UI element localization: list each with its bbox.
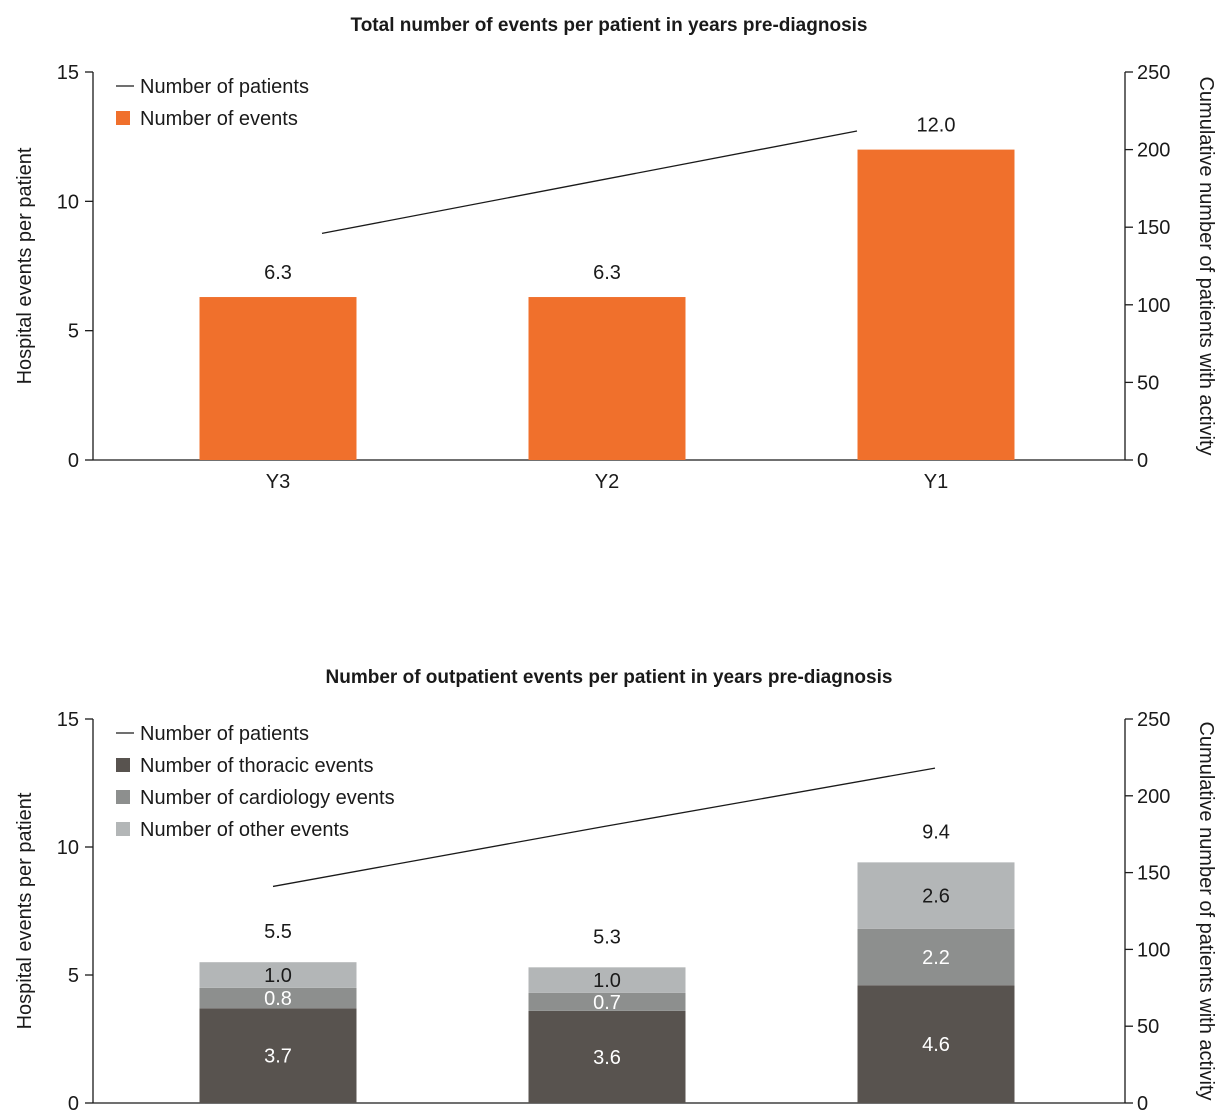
legend-label: Number of other events bbox=[140, 819, 349, 841]
y-tick-label: 5 bbox=[68, 321, 79, 343]
bar-y2-series-0 bbox=[528, 297, 686, 460]
y2-axis-title: Cumulative number of patients with activ… bbox=[1195, 76, 1217, 455]
bar-value-label: 6.3 bbox=[264, 262, 292, 284]
y2-tick-label: 150 bbox=[1137, 863, 1170, 885]
bar-y1-series-1 bbox=[857, 928, 1015, 986]
y-axis-title: Hospital events per patient bbox=[14, 792, 36, 1029]
legend-label: Number of events bbox=[140, 108, 298, 130]
y2-tick-label: 100 bbox=[1137, 939, 1170, 961]
y-tick-label: 5 bbox=[68, 965, 79, 987]
bar-value-label: 1.0 bbox=[264, 965, 292, 987]
bar-value-label: 0.8 bbox=[264, 988, 292, 1010]
bar-total-label: 5.5 bbox=[264, 921, 292, 943]
legend-swatch bbox=[116, 111, 130, 125]
y2-tick-label: 100 bbox=[1137, 295, 1170, 317]
bar-value-label: 12.0 bbox=[917, 115, 956, 137]
x-tick-label: Y3 bbox=[266, 471, 290, 493]
legend-label: Number of patients bbox=[140, 76, 309, 98]
bar-y3-series-1 bbox=[199, 987, 357, 1009]
bar-value-label: 0.7 bbox=[593, 992, 621, 1014]
bar-y2-series-0 bbox=[528, 1010, 686, 1103]
patients-line bbox=[272, 767, 936, 888]
bar-total-label: 5.3 bbox=[593, 926, 621, 948]
x-tick-label: Y1 bbox=[924, 471, 948, 493]
y-tick-label: 15 bbox=[57, 62, 79, 84]
y2-tick-label: 0 bbox=[1137, 450, 1148, 472]
bar-y1-series-0 bbox=[857, 985, 1015, 1103]
patients-line bbox=[321, 130, 858, 235]
y2-tick-label: 150 bbox=[1137, 217, 1170, 239]
y-tick-label: 10 bbox=[57, 191, 79, 213]
bar-y3-series-2 bbox=[199, 962, 357, 988]
y2-tick-label: 0 bbox=[1137, 1093, 1148, 1111]
chart-title: Total number of events per patient in ye… bbox=[351, 15, 868, 36]
y-tick-label: 0 bbox=[68, 1093, 79, 1111]
bar-y1-series-0 bbox=[857, 149, 1015, 460]
y-tick-label: 10 bbox=[57, 837, 79, 859]
bar-value-label: 2.6 bbox=[922, 886, 950, 908]
bar-y3-series-0 bbox=[199, 297, 357, 460]
legend-swatch bbox=[116, 758, 130, 772]
y2-tick-label: 250 bbox=[1137, 709, 1170, 731]
y-tick-label: 15 bbox=[57, 709, 79, 731]
bar-y1-series-2 bbox=[857, 862, 1015, 929]
legend-label: Number of thoracic events bbox=[140, 755, 373, 777]
bar-y2-series-2 bbox=[528, 967, 686, 993]
legend-swatch bbox=[116, 790, 130, 804]
bar-value-label: 2.2 bbox=[922, 947, 950, 969]
y2-tick-label: 50 bbox=[1137, 1016, 1159, 1038]
bar-value-label: 1.0 bbox=[593, 970, 621, 992]
legend-swatch bbox=[116, 822, 130, 836]
bar-total-label: 9.4 bbox=[922, 821, 950, 843]
bar-value-label: 3.7 bbox=[264, 1046, 292, 1068]
y2-tick-label: 200 bbox=[1137, 140, 1170, 162]
bar-value-label: 3.6 bbox=[593, 1047, 621, 1069]
y2-axis-title: Cumulative number of patients with activ… bbox=[1195, 721, 1217, 1100]
y2-tick-label: 200 bbox=[1137, 786, 1170, 808]
legend-label: Number of patients bbox=[140, 723, 309, 745]
y-tick-label: 0 bbox=[68, 450, 79, 472]
bar-y3-series-0 bbox=[199, 1008, 357, 1103]
bar-value-label: 4.6 bbox=[922, 1034, 950, 1056]
x-tick-label: Y2 bbox=[595, 471, 619, 493]
y-axis-title: Hospital events per patient bbox=[14, 147, 36, 384]
chart-title: Number of outpatient events per patient … bbox=[326, 667, 893, 688]
bar-value-label: 6.3 bbox=[593, 262, 621, 284]
bar-y2-series-1 bbox=[528, 992, 686, 1011]
legend-label: Number of cardiology events bbox=[140, 787, 395, 809]
y2-tick-label: 50 bbox=[1137, 372, 1159, 394]
y2-tick-label: 250 bbox=[1137, 62, 1170, 84]
